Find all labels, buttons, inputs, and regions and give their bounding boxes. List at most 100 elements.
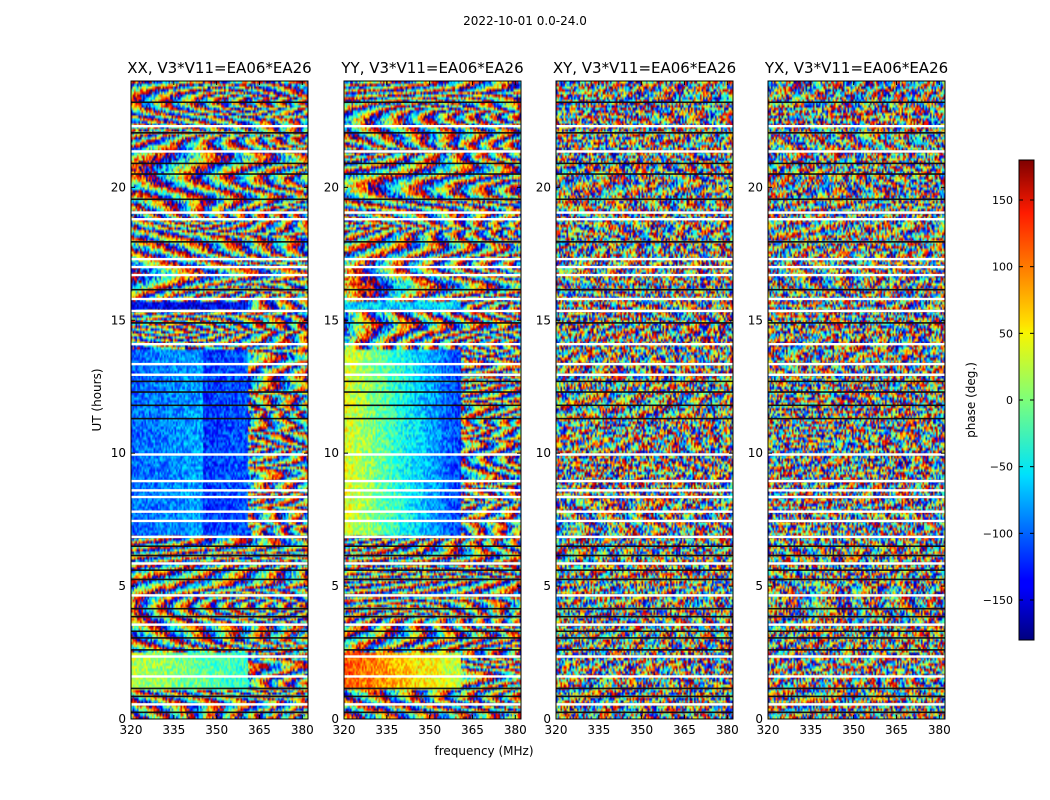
panel-title: YX, V3*V11=EA06*EA26 <box>764 59 948 77</box>
flagged-row <box>556 265 733 269</box>
panel-title: YY, V3*V11=EA06*EA26 <box>340 59 523 77</box>
flagged-row <box>768 703 945 706</box>
heatmap-dark-row <box>556 545 733 548</box>
colorbar-label: phase (deg.) <box>964 362 978 438</box>
flagged-row <box>344 655 521 658</box>
flagged-row <box>768 655 945 658</box>
flagged-row <box>344 535 521 539</box>
heatmap-dark-row <box>131 607 308 610</box>
x-tick-label: 380 <box>716 723 739 737</box>
flagged-row <box>768 297 945 301</box>
colorbar-tick-label: −50 <box>990 461 1013 474</box>
heatmap-dark-row <box>556 630 733 633</box>
flagged-row <box>344 373 521 376</box>
flagged-row <box>556 594 733 597</box>
heatmap-dark-row <box>768 404 945 407</box>
heatmap-dark-row <box>131 554 308 557</box>
heatmap-dark-row <box>344 391 521 393</box>
flagged-row <box>768 150 945 153</box>
flagged-row <box>768 265 945 269</box>
flagged-row <box>556 273 733 277</box>
heatmap-dark-row <box>131 288 308 291</box>
flagged-row <box>768 495 945 499</box>
x-tick-label: 335 <box>587 723 610 737</box>
x-tick-label: 365 <box>248 723 271 737</box>
y-tick-label: 0 <box>331 712 339 726</box>
x-tick-label: 350 <box>205 723 228 737</box>
heatmap-dark-row <box>344 607 521 610</box>
heatmap-dark-row <box>344 417 521 420</box>
flagged-row <box>131 535 308 539</box>
heatmap-dark-row <box>344 322 521 324</box>
flagged-row <box>131 703 308 706</box>
flagged-row <box>556 675 733 678</box>
colorbar-tick-label: −100 <box>983 527 1013 540</box>
y-axis-label: UT (hours) <box>90 368 104 431</box>
heatmap-dark-row <box>131 322 308 324</box>
heatmap-dark-row <box>556 615 733 618</box>
x-tick-label: 380 <box>504 723 527 737</box>
x-tick-label: 350 <box>842 723 865 737</box>
y-tick-label: 0 <box>543 712 551 726</box>
heatmap-dark-row <box>344 173 521 175</box>
y-tick-label: 20 <box>324 180 339 194</box>
flagged-row <box>131 218 308 221</box>
flagged-row <box>131 453 308 456</box>
heatmap-dark-row <box>768 173 945 175</box>
flagged-row <box>556 297 733 301</box>
y-tick-label: 10 <box>324 446 339 460</box>
flagged-row <box>556 489 733 492</box>
heatmap-dark-row <box>556 687 733 690</box>
heatmap-dark-row <box>768 687 945 690</box>
flagged-row <box>131 297 308 301</box>
heatmap-dark-row <box>556 162 733 165</box>
y-tick-label: 0 <box>755 712 763 726</box>
heatmap-dark-row <box>556 569 733 571</box>
heatmap-dark-row <box>768 545 945 548</box>
flagged-row <box>768 362 945 366</box>
heatmap-dark-row <box>131 391 308 393</box>
y-tick-label: 15 <box>111 313 126 327</box>
heatmap-dark-row <box>131 578 308 581</box>
flagged-row <box>131 342 308 346</box>
flagged-row <box>556 479 733 483</box>
panel-xx: XX, V3*V11=EA06*EA26 320 335 350 365 380 0 5 10 1… <box>111 59 314 737</box>
axes-frame <box>343 80 522 720</box>
x-tick-label: 365 <box>673 723 696 737</box>
flagged-row <box>131 273 308 277</box>
heatmap-dark-row <box>768 101 945 104</box>
heatmap-dark-row <box>768 198 945 201</box>
heatmap-dark-row <box>768 649 945 651</box>
y-tick-label: 15 <box>536 313 551 327</box>
flagged-row <box>131 257 308 261</box>
heatmap-dark-row <box>344 578 521 581</box>
x-tick-label: 365 <box>885 723 908 737</box>
heatmap-dark-row <box>768 391 945 393</box>
flagged-row <box>344 675 521 678</box>
heatmap-dark-row <box>131 162 308 165</box>
y-tick-label: 20 <box>748 180 763 194</box>
y-tick-label: 0 <box>118 712 126 726</box>
heatmap-dark-row <box>556 132 733 134</box>
heatmap-dark-row <box>556 417 733 420</box>
heatmap-dark-row <box>131 404 308 407</box>
colorbar-tick-label: 0 <box>1006 394 1013 407</box>
flagged-row <box>556 218 733 221</box>
flagged-row <box>768 373 945 376</box>
heatmap-dark-row <box>556 380 733 383</box>
heatmap-dark-row <box>131 569 308 571</box>
heatmap-dark-row <box>556 241 733 243</box>
heatmap-dark-row <box>131 637 308 639</box>
flagged-row <box>768 479 945 483</box>
heatmap-dark-row <box>344 288 521 291</box>
flagged-row <box>344 265 521 269</box>
colorbar-tick-label: 100 <box>992 261 1013 274</box>
flagged-row <box>344 297 521 301</box>
x-tick-label: 320 <box>333 723 356 737</box>
heatmap-dark-row <box>768 637 945 639</box>
flagged-row <box>131 150 308 153</box>
flagged-row <box>768 218 945 221</box>
flagged-row <box>344 510 521 513</box>
x-tick-label: 335 <box>375 723 398 737</box>
flagged-row <box>556 535 733 539</box>
